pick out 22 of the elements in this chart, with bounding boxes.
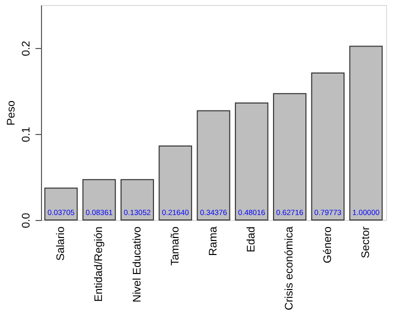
x-tick-label: Nivel Educativo (131, 226, 144, 302)
y-tick-label: 0.1 (20, 126, 32, 142)
x-tick-label: Género (322, 226, 334, 264)
y-axis-title: Peso (6, 100, 18, 126)
bar (44, 188, 78, 220)
bar (273, 93, 306, 220)
bar (234, 102, 268, 220)
x-tick-label: Entidad/Región (93, 226, 106, 302)
x-tick-label: Tamaño (169, 226, 182, 266)
x-tick-label: Crisis económica (284, 226, 296, 310)
y-tick-label: 0.0 (20, 212, 32, 228)
bar (82, 179, 116, 220)
x-tick-label: Rama (208, 226, 220, 256)
bar (158, 146, 192, 220)
bar (120, 179, 154, 220)
x-tick-label: Salario (55, 226, 68, 261)
x-tick-label: Edad (246, 226, 258, 252)
bar (311, 72, 345, 220)
bar (196, 110, 230, 220)
y-tick-label: 0.2 (20, 40, 32, 56)
bar (349, 46, 383, 220)
x-tick-label: Sector (360, 226, 372, 258)
